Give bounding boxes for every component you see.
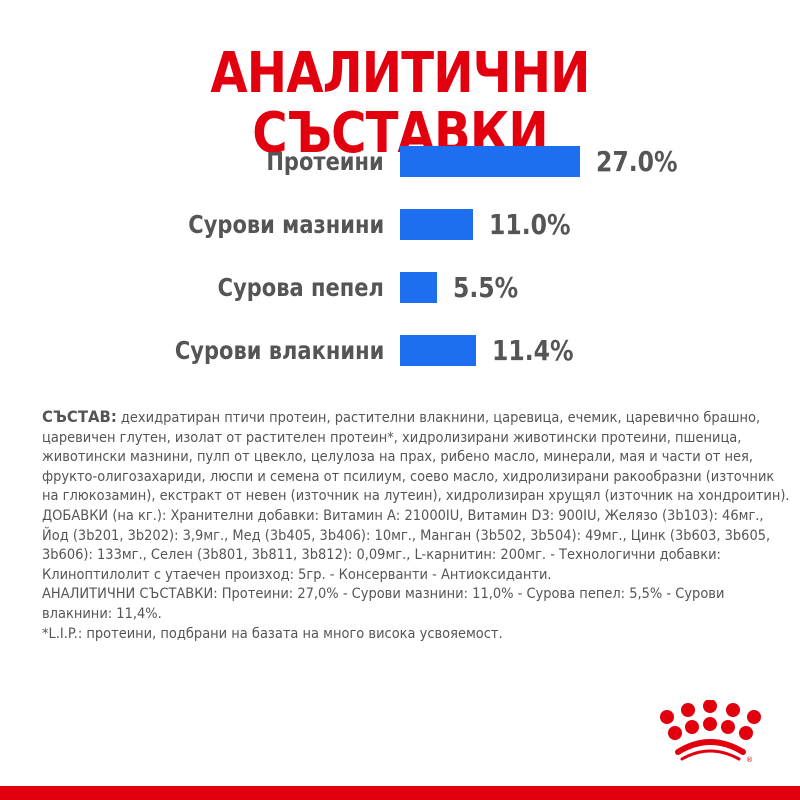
bar	[400, 335, 476, 366]
additives-line: Клиноптилолит с утаечен произход: 5гр. -…	[42, 566, 552, 583]
bar-value: 27.0%	[596, 145, 678, 178]
crown-logo-icon: ®	[660, 699, 780, 780]
bar-row-fibre: Сурови влакнини 11.4%	[0, 335, 800, 367]
bar	[400, 146, 580, 177]
analytical-line: влакнини: 11,4%.	[42, 605, 162, 622]
additives-line: 3b606): 133мг., Селен (3b801, 3b811, 3b8…	[42, 547, 721, 564]
composition-line: животински мазнини, пулп от цвекло, целу…	[42, 449, 754, 466]
footnote: *L.I.P.: протеини, подбрани на базата на…	[42, 625, 503, 642]
bar-label: Протеини	[266, 147, 384, 176]
bar-label: Сурови влакнини	[174, 336, 384, 365]
bar	[400, 272, 437, 303]
composition-line: СЪСТАВ: дехидратиран птичи протеин, раст…	[42, 407, 761, 426]
analytical-line: АНАЛИТИЧНИ СЪСТАВКИ: Протеини: 27,0% - С…	[42, 586, 725, 603]
bar-value: 11.4%	[492, 334, 574, 367]
composition-lead: СЪСТАВ:	[42, 407, 117, 426]
footer-red-bar	[0, 786, 800, 800]
bar-value: 5.5%	[453, 271, 519, 304]
composition-line: фрукто-олигозахариди, люспи и семена от …	[42, 468, 775, 485]
additives-line: Йод (3b201, 3b202): 3,9мг., Мед (3b405, …	[42, 527, 771, 544]
additives-line: ДОБАВКИ (на кг.): Хранителни добавки: Ви…	[42, 507, 764, 524]
page-title: АНАЛИТИЧНИ СЪСТАВКИ	[210, 41, 590, 166]
bar-row-protein: Протеини 27.0%	[0, 146, 800, 178]
svg-text:®: ®	[746, 756, 753, 764]
bar-value: 11.0%	[489, 208, 571, 241]
composition-text: СЪСТАВ: дехидратиран птичи протеин, раст…	[42, 407, 790, 644]
analytical-constituents-chart: Протеини 27.0% Сурови мазнини 11.0% Суро…	[0, 146, 800, 367]
bar-label: Сурова пепел	[217, 273, 384, 302]
composition-line: на глюкозамин), екстракт от невен (източ…	[42, 488, 790, 505]
bar-row-ash: Сурова пепел 5.5%	[0, 272, 800, 304]
bar-row-fat: Сурови мазнини 11.0%	[0, 209, 800, 241]
bar	[400, 209, 473, 240]
composition-line: царевичен глутен, изолат от растителен п…	[42, 429, 742, 446]
bar-label: Сурови мазнини	[188, 210, 384, 239]
